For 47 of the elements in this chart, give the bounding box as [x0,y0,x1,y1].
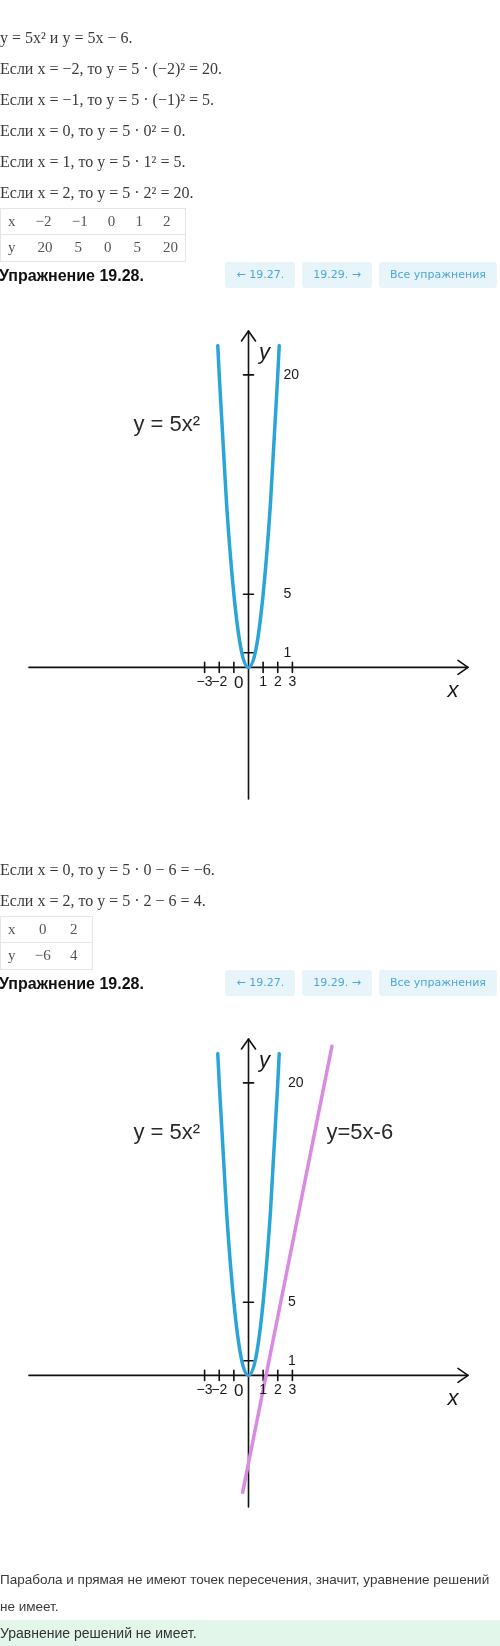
series-label: y=5x-6 [326,1119,394,1145]
text: Если x = −2, то y = 5 · (−2)² = 20. [0,59,224,80]
text: Уравнение решений не имеет. [0,1620,500,1646]
series-label: y = 5x² [133,1119,201,1145]
y-tick-label: 1 [287,1351,296,1368]
x-tick-label: −3 [196,673,213,690]
line-series [216,343,281,670]
y-tick-label: 20 [283,365,300,382]
nav-button[interactable]: 19.29. → [302,970,372,996]
text: x −2 −1 0 1 2 [0,208,186,235]
nav-button[interactable]: ← 19.27. [225,262,296,288]
text: y −6 4 [0,943,93,970]
y-tick-label: 5 [283,585,292,602]
x-tick-label: 2 [273,673,282,690]
x-tick-label: 1 [259,1381,268,1398]
series-label: y = 5x² [133,411,201,437]
annotation: 0 [234,672,244,692]
text: Если x = 2, то y = 5 · 2² = 20. [0,183,195,204]
x-tick-label: −2 [211,673,228,690]
text: Если x = 1, то y = 5 · 1² = 5. [0,152,187,173]
x-tick-label: 3 [288,1381,297,1398]
y-tick-label: 5 [287,1293,296,1310]
y-tick-label: 1 [283,643,292,660]
x-tick-label: −3 [196,1381,213,1398]
x-axis-title: x [446,1384,460,1410]
nav-button[interactable]: Все упражнения [378,970,497,996]
text: x 0 2 [0,916,93,943]
text: Если x = −1, то y = 5 · (−1)² = 5. [0,90,216,111]
annotation: 0 [234,1380,244,1400]
x-tick-label: 2 [273,1381,282,1398]
text: y = 5x² и y = 5x − 6. [0,28,134,49]
nav-button[interactable]: Все упражнения [378,262,497,288]
nav-button[interactable]: ← 19.27. [225,970,296,996]
y-axis-title: y [257,339,272,365]
text: Парабола и прямая не имеют точек пересечения, значит, уравнение решений не имеет. [0,1571,491,1616]
x-axis-title: x [446,676,460,702]
x-tick-label: −2 [211,1381,228,1398]
line-series [216,1051,281,1378]
text: Если x = 0, то y = 5 · 0² = 0. [0,121,187,142]
text: Если x = 2, то y = 5 · 2 − 6 = 4. [0,891,207,912]
text: y 20 5 0 5 20 [0,235,186,262]
x-tick-label: 1 [259,673,268,690]
nav-button[interactable]: 19.29. → [302,262,372,288]
text: Если x = 0, то y = 5 · 0 − 6 = −6. [0,860,216,881]
y-tick-label: 20 [287,1073,304,1090]
x-tick-label: 3 [288,673,297,690]
y-axis-title: y [257,1047,272,1073]
